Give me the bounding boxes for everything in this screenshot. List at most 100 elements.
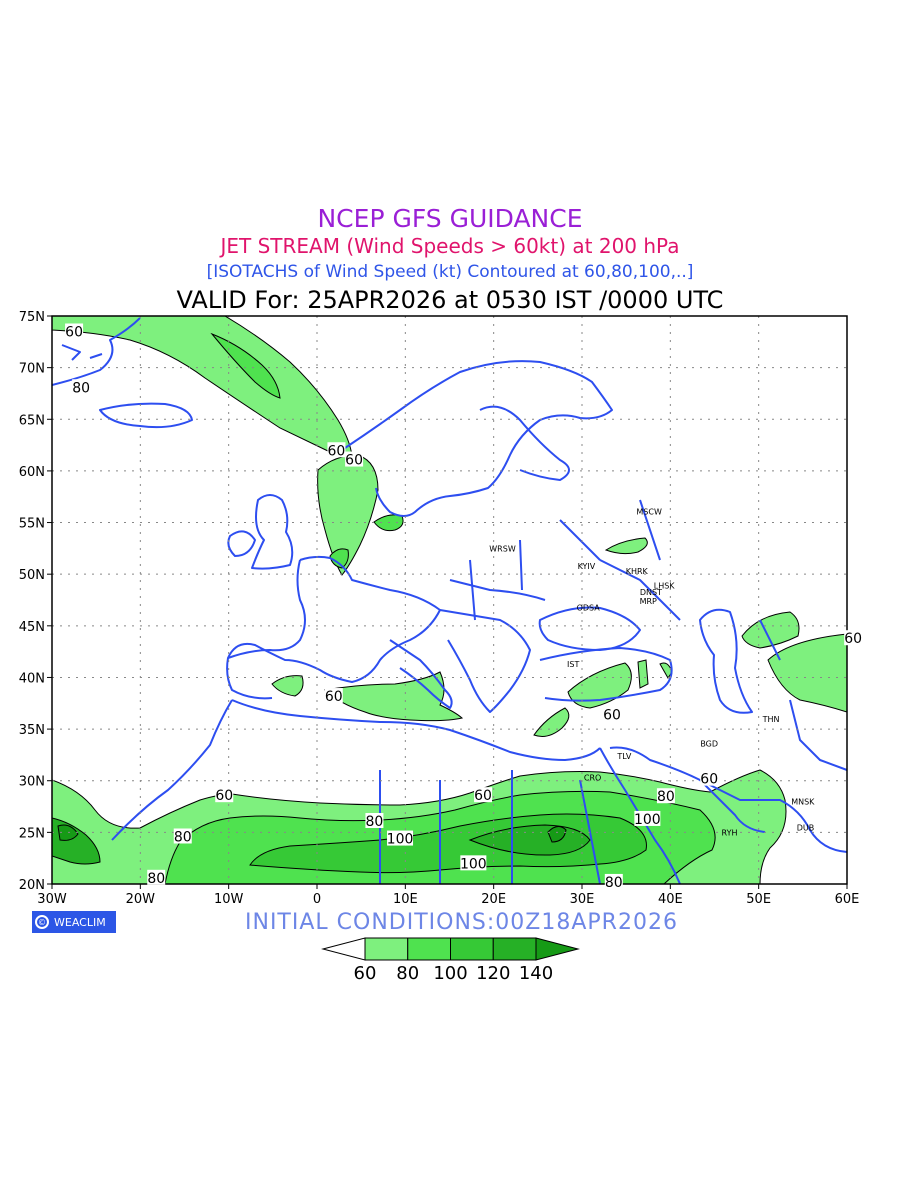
x-tick-label: 10E (393, 892, 418, 907)
city-label: CRO (584, 774, 601, 783)
wind-speed-shading (52, 316, 847, 884)
jet-region-60-caspian-e (767, 633, 847, 713)
contour-label-bg (387, 830, 414, 846)
contour-label: 80 (72, 380, 90, 396)
contour-label: 60 (603, 708, 621, 724)
contour-label-bg (72, 379, 91, 395)
y-tick-label: 25N (19, 826, 45, 841)
weaclim-logo: © WEACLIM (32, 911, 116, 933)
colorbar-label: 120 (476, 963, 510, 984)
colorbar-box (364, 937, 409, 961)
city-label: DNST (640, 588, 662, 597)
x-tick-label: 60E (835, 892, 860, 907)
x-tick-label: 30E (570, 892, 595, 907)
contour-label-bg (844, 630, 863, 646)
contour-label: 80 (366, 814, 384, 830)
y-tick-label: 35N (19, 723, 45, 738)
contour-label-bg (173, 828, 192, 844)
city-label: THN (762, 715, 780, 724)
x-tick-label: 0 (313, 892, 321, 907)
contour-label-bg (147, 869, 166, 885)
contour-label: 80 (147, 871, 165, 887)
city-label: KHRK (626, 567, 649, 576)
y-tick-label: 55N (19, 517, 45, 532)
y-tick-label: 65N (19, 413, 45, 428)
y-tick-label: 50N (19, 568, 45, 583)
weaclim-logo-text: WEACLIM (54, 915, 106, 929)
contour-label: 60 (474, 788, 492, 804)
initial-conditions: INITIAL CONDITIONS:00Z18APR2026 (245, 910, 678, 935)
jet-region-60-caspian-n (741, 611, 800, 649)
map-frame (51, 315, 848, 885)
contour-label: 80 (605, 875, 623, 891)
contour-label-bg (603, 706, 622, 722)
jet-region-60-levant (533, 707, 570, 737)
city-label: KYIV (578, 562, 596, 571)
title-isotachs: [ISOTACHS of Wind Speed (kt) Contoured a… (206, 262, 694, 282)
contour-label: 80 (657, 789, 675, 805)
colorbar: 60 80 100 120 140 (321, 937, 580, 984)
colorbar-box (450, 937, 494, 961)
y-tick-label: 40N (19, 671, 45, 686)
city-label: MSCW (636, 507, 662, 516)
city-label: LHSK (654, 582, 676, 591)
jet-region-60-greenland (52, 316, 353, 457)
y-tick-label: 70N (19, 362, 45, 377)
city-label: TLV (616, 752, 631, 761)
jet-region-60-med-central (323, 671, 464, 722)
colorbar-arrow-high (535, 937, 580, 961)
y-tick-label: 30N (19, 775, 45, 790)
contour-label-bg (604, 873, 623, 889)
coastlines (52, 317, 847, 884)
contour-label-bg (365, 813, 384, 829)
contour-label: 60 (328, 443, 346, 459)
colorbar-label: 80 (396, 963, 419, 984)
contour-label: 60 (844, 631, 862, 647)
contour-label-bg (474, 787, 493, 803)
jet-region-140-core (547, 826, 567, 843)
city-label: BGD (700, 740, 718, 749)
x-tick-label: 30W (37, 892, 67, 907)
colorbar-label: 60 (354, 963, 377, 984)
city-label: MRP (640, 597, 657, 606)
contour-label: 80 (174, 829, 192, 845)
weaclim-logo-icon: © (35, 915, 49, 929)
city-label: WRSW (489, 544, 516, 553)
colorbar-label: 100 (433, 963, 467, 984)
contour-label: 60 (700, 772, 718, 788)
contour-label: 60 (215, 788, 233, 804)
x-tick-label: 20W (126, 892, 156, 907)
contour-label: 60 (345, 453, 363, 469)
y-tick-label: 75N (19, 310, 45, 325)
y-tick-label: 60N (19, 465, 45, 480)
contour-label-bg (460, 855, 487, 871)
contour-label-bg (215, 787, 234, 803)
contour-label-bg (324, 688, 343, 704)
contour-label: 100 (460, 856, 487, 872)
title-main: NCEP GFS GUIDANCE (317, 204, 583, 233)
y-tick-label: 45N (19, 620, 45, 635)
jet-region-60-spain (271, 675, 304, 697)
city-label: RYH (722, 828, 738, 837)
x-tick-label: 40E (658, 892, 683, 907)
x-tick-label: 20E (481, 892, 506, 907)
contour-label-bg (327, 442, 346, 458)
colorbar-box (492, 937, 537, 961)
colorbar-arrow-low (321, 937, 366, 961)
title-subtitle: JET STREAM (Wind Speeds > 60kt) at 200 h… (220, 234, 680, 258)
contour-label-bg (656, 788, 675, 804)
contour-label-bg (700, 770, 719, 786)
x-tick-label: 10W (214, 892, 244, 907)
city-label: ODSA (577, 603, 601, 612)
colorbar-box (407, 937, 451, 961)
jet-region-80-benelux (329, 548, 349, 569)
map-axis-ticks: 30W 20W 10W 0 10E 20E 30E 40E 50E 60E 75N 70N 65N 60N… (19, 310, 860, 907)
city-label: DUB (797, 823, 815, 832)
contour-label: 60 (65, 324, 83, 340)
x-tick-label: 50E (746, 892, 771, 907)
contour-label-bg (65, 323, 84, 339)
jet-region-60-med-east (567, 662, 632, 709)
